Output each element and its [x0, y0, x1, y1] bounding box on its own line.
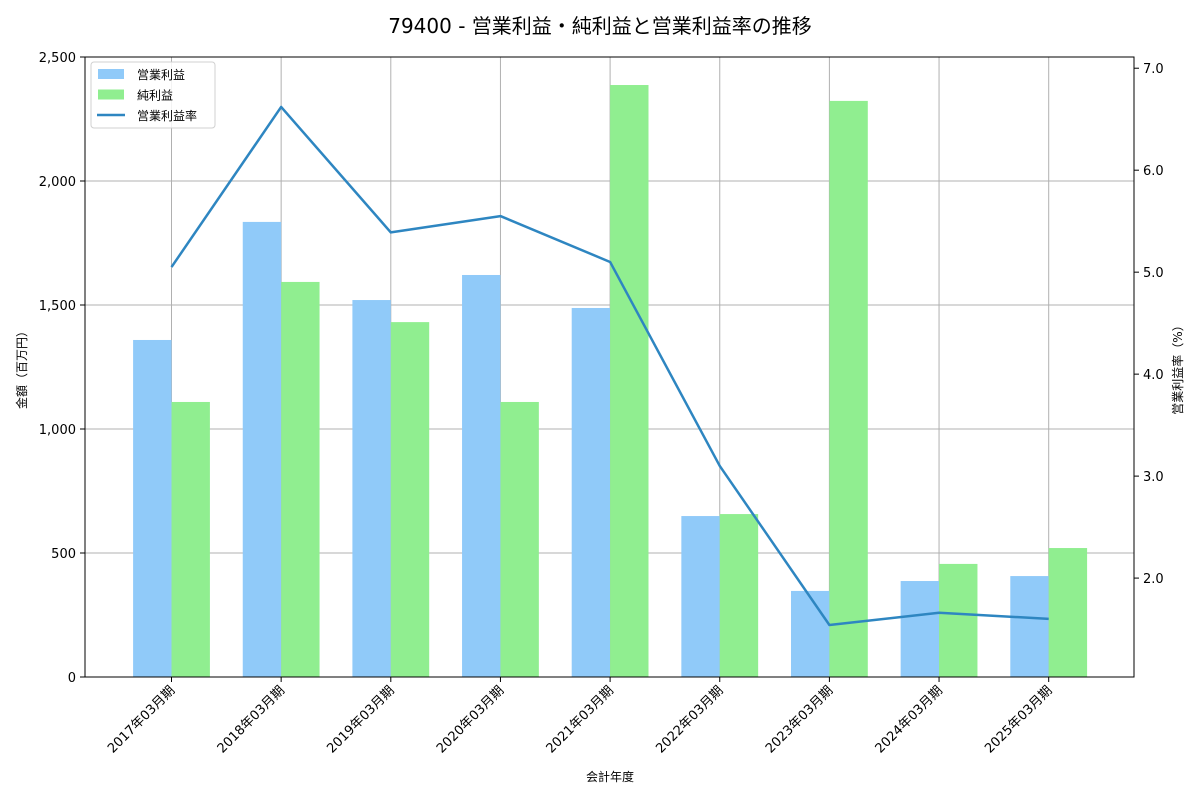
- bar: [571, 307, 611, 677]
- y2-tick-label: 7.0: [1143, 62, 1164, 77]
- x-axis-label: 会計年度: [586, 769, 634, 784]
- bar: [242, 221, 282, 678]
- bar: [462, 274, 501, 677]
- legend-swatch: [98, 89, 124, 100]
- bar: [900, 581, 940, 677]
- y2-tick-label: 2.0: [1143, 572, 1164, 587]
- y-tick-label: 500: [51, 547, 76, 562]
- y-tick-label: 2,000: [39, 175, 76, 190]
- y-tick-label: 2,500: [39, 51, 76, 66]
- bar: [1048, 548, 1088, 677]
- legend-label: 営業利益: [137, 68, 185, 82]
- legend-swatch: [98, 69, 124, 79]
- y2-tick-label: 4.0: [1143, 368, 1164, 383]
- x-tick-label: 2022年03月期: [653, 683, 726, 756]
- bar: [1010, 576, 1049, 677]
- y2-tick-label: 6.0: [1143, 164, 1164, 179]
- bar: [939, 563, 978, 677]
- x-tick-label: 2021年03月期: [544, 683, 617, 756]
- bar-series: [133, 85, 1088, 678]
- bar: [829, 100, 868, 677]
- bar: [133, 339, 172, 677]
- bar: [390, 322, 430, 677]
- bar: [610, 85, 649, 678]
- x-tick-label: 2018年03月期: [215, 683, 288, 756]
- y-tick-label: 1,500: [39, 299, 76, 314]
- y2-axis-label: 営業利益率（%）: [1170, 319, 1185, 414]
- right-axis-ticks: 2.0 3.0 4.0 5.0 6.0 7.0: [1134, 62, 1164, 587]
- y2-tick-label: 5.0: [1143, 266, 1164, 281]
- bar: [681, 516, 720, 677]
- bar: [281, 281, 320, 677]
- left-axis-ticks: 0 500 1,000 1,500 2,000 2,500: [39, 51, 85, 686]
- chart-title: 79400 - 営業利益・純利益と営業利益率の推移: [388, 14, 812, 38]
- x-axis-ticks: 2017年03月期 2018年03月期 2019年03月期 2020年03月期 2021…: [105, 677, 1056, 757]
- x-tick-label: 2019年03月期: [324, 683, 397, 756]
- bar: [719, 514, 759, 677]
- y-tick-label: 1,000: [39, 423, 76, 438]
- legend-label: 営業利益率: [137, 108, 197, 123]
- bar: [500, 401, 539, 677]
- bar: [171, 401, 210, 677]
- x-tick-label: 2025年03月期: [982, 683, 1055, 756]
- x-tick-label: 2023年03月期: [763, 683, 836, 756]
- x-tick-label: 2017年03月期: [105, 683, 178, 756]
- bar: [352, 300, 391, 677]
- y-tick-label: 0: [68, 671, 76, 686]
- line-series: [170, 105, 1049, 627]
- x-tick-label: 2024年03月期: [873, 683, 946, 756]
- legend-label: 純利益: [137, 89, 173, 103]
- y2-tick-label: 3.0: [1143, 470, 1164, 485]
- x-tick-label: 2020年03月期: [434, 683, 507, 756]
- y-axis-label: 金額（百万円）: [14, 325, 29, 409]
- bar: [791, 590, 830, 677]
- rate-line: [170, 105, 1049, 627]
- plot-frame: [84, 56, 1135, 678]
